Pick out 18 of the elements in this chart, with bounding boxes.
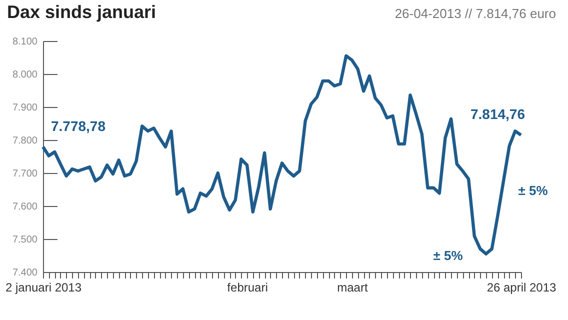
annotation: 7.814,76 <box>470 106 526 122</box>
x-tick-label: maart <box>337 280 368 294</box>
annotation: ± 5% <box>433 248 464 263</box>
y-tick-label: 8.100 <box>12 36 38 48</box>
chart-subtitle: 26-04-2013 // 7.814,76 euro <box>394 6 556 21</box>
annotation: ± 5% <box>518 183 548 198</box>
y-tick-label: 7.700 <box>12 168 38 180</box>
x-tick-label: 2 januari 2013 <box>5 280 82 294</box>
y-tick-label: 7.400 <box>12 268 38 278</box>
y-tick-label: 7.800 <box>12 136 38 146</box>
y-tick-label: 7.600 <box>12 202 38 212</box>
x-tick-label: 26 april 2013 <box>486 280 557 294</box>
y-tick-label: 8.000 <box>12 70 38 80</box>
x-tick-label: februari <box>227 280 268 294</box>
y-tick-label: 7.900 <box>12 102 38 114</box>
chart-title: Dax sinds januari <box>7 2 156 22</box>
annotation: 7.778,78 <box>51 118 106 134</box>
y-tick-label: 7.500 <box>12 234 38 246</box>
